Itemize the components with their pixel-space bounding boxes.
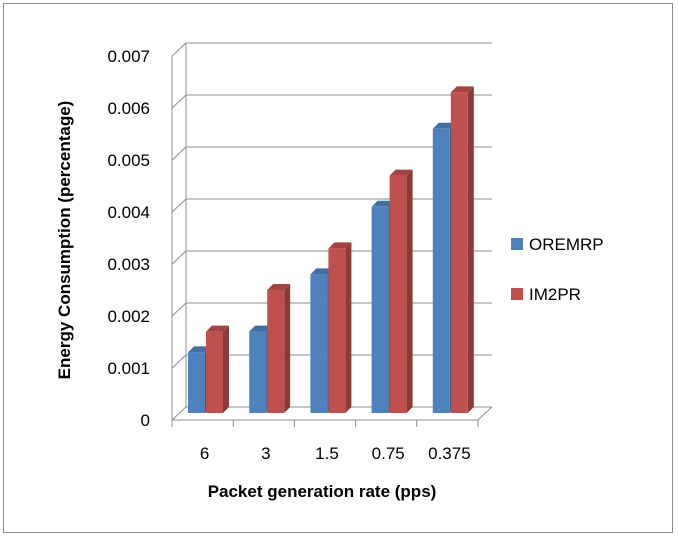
bars: [188, 86, 474, 414]
legend-swatch: [511, 238, 523, 250]
x-axis-title: Packet generation rate (pps): [208, 482, 437, 501]
bar-im2pr: [328, 248, 346, 413]
bar-side: [467, 86, 474, 414]
legend-swatch: [511, 288, 523, 300]
x-tick-label: 3: [261, 444, 270, 463]
bar-top: [389, 169, 413, 176]
bar-top: [267, 284, 291, 290]
y-tick-label: 0.007: [107, 47, 150, 66]
bar-oremrp: [310, 274, 328, 413]
y-tick-label: 0.001: [107, 359, 150, 378]
chart-walls: [171, 43, 493, 427]
gridline-side: [171, 146, 187, 161]
y-tick-label: 0.002: [107, 307, 150, 326]
gridline-side: [171, 94, 187, 109]
bar-top: [249, 325, 273, 332]
y-tick-label: 0.006: [107, 99, 150, 118]
bar-top: [188, 346, 211, 353]
legend-label: OREMRP: [529, 235, 604, 254]
floor-edge: [477, 406, 493, 421]
bar-top: [328, 242, 352, 249]
legend: OREMRP IM2PR: [511, 235, 604, 304]
x-tick-labels: 6 3 1.5 0.75 0.375: [200, 444, 471, 463]
bar-side: [284, 284, 291, 413]
bar-top: [450, 86, 474, 93]
bar-top: [371, 200, 395, 207]
bar-oremrp: [432, 128, 450, 414]
gridline-side: [171, 42, 187, 57]
bar-side: [223, 325, 229, 413]
y-tick-label: 0.004: [107, 203, 150, 222]
legend-label: IM2PR: [529, 285, 581, 304]
y-tick-label: 0: [141, 411, 150, 430]
bar-top: [432, 122, 456, 129]
y-tick-label: 0.003: [107, 255, 150, 274]
y-tick-labels: 0 0.001 0.002 0.003 0.004 0.005 0.006 0.007: [107, 47, 150, 430]
bar-im2pr: [267, 290, 285, 413]
x-tick-label: 0.75: [372, 444, 405, 463]
bar-top: [310, 268, 334, 275]
bar-oremrp: [249, 331, 267, 413]
x-tick-label: 6: [200, 444, 209, 463]
gridline-side: [171, 406, 187, 421]
gridline-side: [171, 198, 187, 213]
bar-top: [206, 325, 229, 332]
bar-im2pr: [389, 175, 407, 413]
y-tick-label: 0.005: [107, 151, 150, 170]
x-tick-label: 1.5: [315, 444, 339, 463]
bar-side: [406, 169, 413, 413]
bar-side: [345, 242, 352, 413]
gridline-side: [171, 302, 187, 317]
x-tick-label: 0.375: [428, 444, 471, 463]
y-axis-title: Energy Consumption (percentage): [55, 101, 74, 380]
bar-im2pr: [450, 92, 468, 414]
gridline-side: [171, 250, 187, 265]
bar-im2pr: [206, 331, 223, 413]
bar-oremrp: [188, 352, 205, 413]
gridline-side: [171, 354, 187, 369]
bar-oremrp: [371, 206, 389, 413]
